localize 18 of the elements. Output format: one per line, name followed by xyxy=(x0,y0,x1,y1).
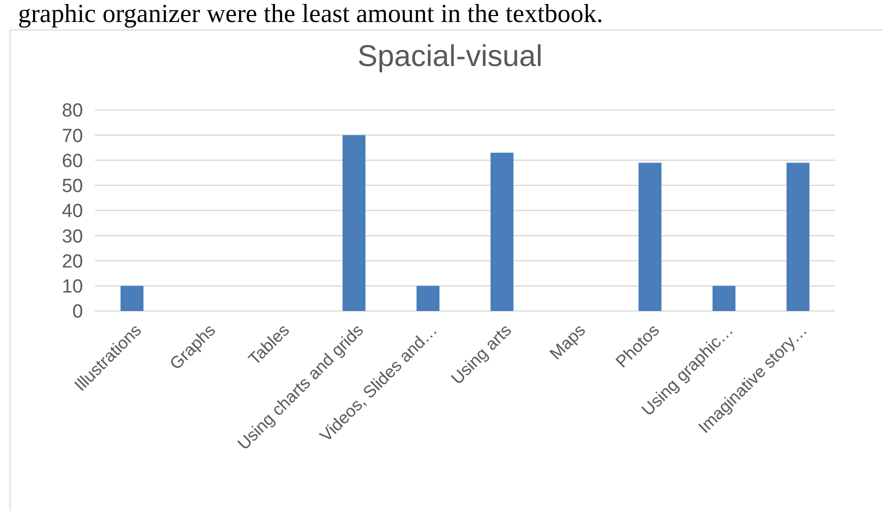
y-tick-label: 50 xyxy=(62,176,83,198)
y-tick-label: 80 xyxy=(62,100,83,122)
y-tick-label: 0 xyxy=(72,302,83,323)
bar xyxy=(786,162,810,311)
y-tick-label: 10 xyxy=(62,276,83,298)
y-tick-label: 40 xyxy=(62,201,83,222)
y-tick-label: 70 xyxy=(62,126,83,147)
bar xyxy=(490,152,514,311)
y-tick-label: 60 xyxy=(62,150,83,172)
bar xyxy=(638,162,662,311)
bar xyxy=(712,286,736,311)
bar xyxy=(120,286,144,311)
bar xyxy=(416,286,440,311)
text: graphic organizer were the least amount in the textbook. xyxy=(18,0,604,28)
y-tick-label: 20 xyxy=(62,251,83,272)
y-tick-label: 30 xyxy=(62,226,83,248)
chart-title: Spacial-visual xyxy=(357,40,543,73)
bar xyxy=(342,135,366,311)
